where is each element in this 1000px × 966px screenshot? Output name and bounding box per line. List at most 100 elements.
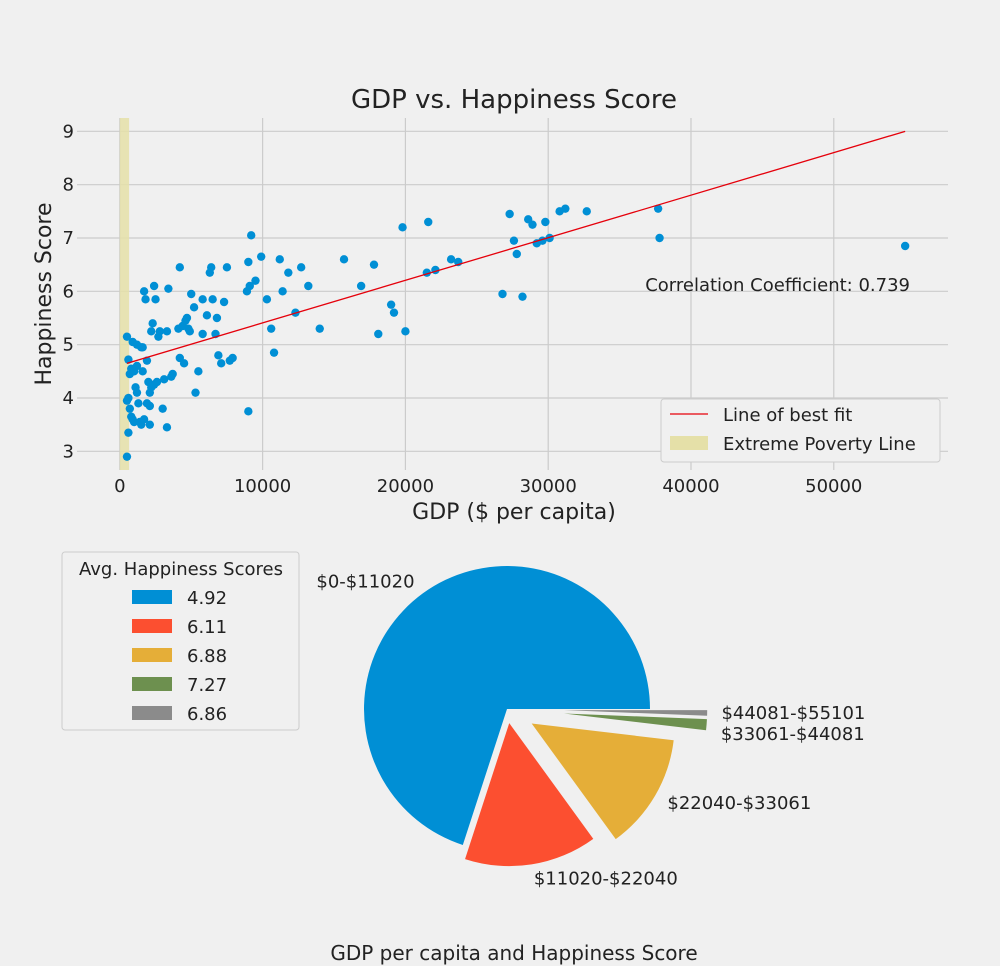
scatter-point <box>158 404 167 413</box>
x-tick-label: 20000 <box>377 476 434 497</box>
scatter-point <box>296 263 306 272</box>
scatter-point <box>214 351 223 360</box>
scatter-point <box>244 407 253 416</box>
pie-legend: Avg. Happiness Scores 4.92 6.11 6.88 7.27 6.… <box>61 551 300 731</box>
scatter-legend: Line of best fit Extreme Poverty Line <box>660 398 941 463</box>
scatter-point <box>498 289 507 299</box>
scatter-point <box>219 297 229 307</box>
scatter-point <box>208 295 217 304</box>
scatter-point <box>139 415 149 424</box>
pie-legend-box <box>61 551 300 731</box>
pie-slice-label: $22040-$33061 <box>667 793 811 814</box>
scatter-point <box>528 220 537 229</box>
pie-wedge <box>465 723 594 867</box>
scatter-point <box>247 231 256 240</box>
scatter-point <box>653 204 663 213</box>
y-tick-label: 5 <box>63 335 74 356</box>
scatter-point <box>189 303 199 312</box>
correlation-annotation: Correlation Coefficient: 0.739 <box>645 275 910 296</box>
scatter-point <box>154 332 163 341</box>
scatter-point <box>284 268 293 277</box>
scatter-point <box>182 313 192 323</box>
best-fit-line <box>126 130 906 364</box>
y-tick-label: 4 <box>63 388 74 409</box>
scatter-point <box>275 255 284 264</box>
scatter-point <box>389 308 399 317</box>
scatter-panel: GDP vs. Happiness Score 0 10000 20000 30000… <box>32 85 948 525</box>
legend-band-label: Extreme Poverty Line <box>723 434 916 455</box>
scatter-point <box>179 359 189 368</box>
pie-legend-swatch <box>132 706 172 720</box>
pie-wedge <box>364 566 650 846</box>
scatter-point <box>142 399 152 408</box>
scatter-point <box>194 367 203 376</box>
scatter-point <box>198 329 207 339</box>
scatter-point <box>228 353 237 363</box>
scatter-point <box>159 375 169 384</box>
x-tick-label: 30000 <box>520 476 577 497</box>
scatter-point <box>315 324 324 333</box>
scatter-point <box>278 287 287 296</box>
scatter-point <box>162 327 172 336</box>
pie-wedge <box>531 723 674 840</box>
scatter-point <box>122 332 132 341</box>
y-tick-label: 7 <box>63 228 74 249</box>
legend-band-swatch <box>670 436 708 450</box>
scatter-point <box>256 252 266 261</box>
scatter-point <box>124 428 133 437</box>
pie-legend-swatch <box>132 648 172 662</box>
scatter-point <box>122 452 132 461</box>
scatter-point <box>424 217 433 227</box>
scatter-point <box>202 311 212 320</box>
scatter-point <box>168 369 177 379</box>
scatter-point <box>198 295 207 304</box>
scatter-grid <box>77 118 948 470</box>
extreme-poverty-band-rect <box>119 118 130 470</box>
scatter-point <box>207 263 216 272</box>
scatter-point <box>132 388 142 397</box>
pie-legend-label: 6.11 <box>187 617 227 638</box>
pie-wedge <box>564 713 707 731</box>
scatter-point <box>125 404 135 413</box>
scatter-point <box>187 289 196 299</box>
scatter-point <box>148 319 157 328</box>
pie-panel: $0-$11020 $11020-$22040 $22040-$33061 $3306… <box>61 551 865 890</box>
scatter-point <box>561 204 570 213</box>
pie-legend-label: 6.88 <box>187 646 227 667</box>
scatter-point <box>132 361 142 371</box>
scatter-legend-box <box>660 398 941 463</box>
scatter-point <box>509 236 519 245</box>
scatter-point <box>266 324 276 333</box>
scatter-point <box>386 300 396 309</box>
pie-legend-swatch <box>132 677 172 691</box>
scatter-point <box>149 281 159 291</box>
y-tick-label: 6 <box>63 281 74 302</box>
scatter-point <box>145 420 155 429</box>
pie-legend-label: 7.27 <box>187 675 227 696</box>
legend-line-label: Line of best fit <box>723 405 852 426</box>
pie-slice-label: $0-$11020 <box>316 572 414 593</box>
scatter-point <box>147 383 156 392</box>
scatter-title: GDP vs. Happiness Score <box>351 85 677 115</box>
x-tick-label: 0 <box>114 476 125 497</box>
x-tick-label: 50000 <box>805 476 862 497</box>
pie-legend-entries: 4.92 6.11 6.88 7.27 6.86 <box>132 588 227 725</box>
scatter-point <box>129 417 139 427</box>
scatter-point <box>262 295 272 304</box>
scatter-point <box>269 348 279 357</box>
scatter-point <box>356 281 366 291</box>
x-tick-label: 10000 <box>234 476 291 497</box>
extreme-poverty-band <box>119 118 130 470</box>
scatter-point <box>162 423 172 432</box>
scatter-point <box>138 367 147 376</box>
x-tick-label: 40000 <box>662 476 719 497</box>
pie-slice-label: $33061-$44081 <box>721 724 865 745</box>
pie-legend-label: 4.92 <box>187 588 227 609</box>
pie-labels: $0-$11020 $11020-$22040 $22040-$33061 $3306… <box>316 572 865 890</box>
scatter-point <box>518 292 527 301</box>
scatter-point <box>655 233 664 243</box>
pie-slice-label: $44081-$55101 <box>721 703 865 724</box>
best-fit-line-path <box>126 130 906 364</box>
scatter-point <box>398 223 407 232</box>
